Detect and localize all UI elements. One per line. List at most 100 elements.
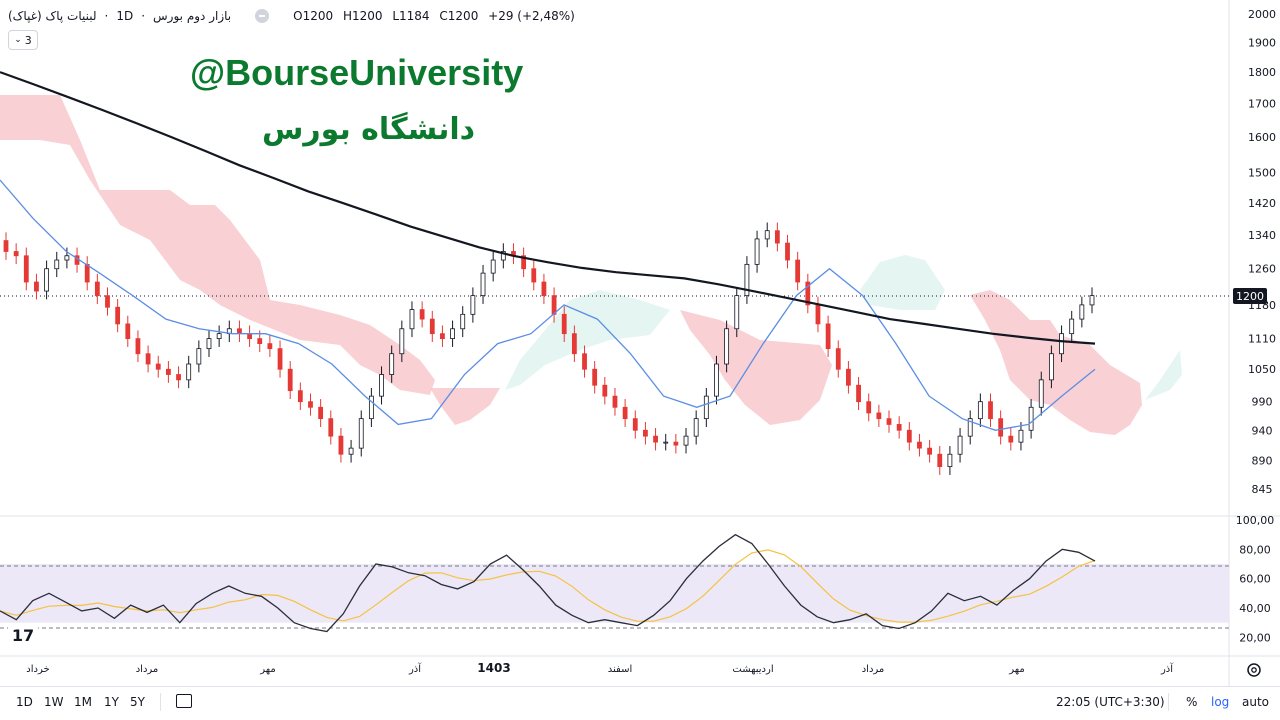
range-1y-button[interactable]: 1Y xyxy=(104,695,119,709)
candle-body[interactable] xyxy=(531,268,537,283)
candle-body[interactable] xyxy=(724,328,730,365)
rsi-ma-line[interactable] xyxy=(0,549,1096,623)
candle-body[interactable] xyxy=(165,368,171,375)
candle-body[interactable] xyxy=(145,353,151,365)
candle-body[interactable] xyxy=(876,412,882,420)
candle-body[interactable] xyxy=(348,447,354,455)
candle-body[interactable] xyxy=(592,368,598,386)
indicators-collapse-button[interactable]: ⌄ 3 xyxy=(8,30,38,50)
candle-body[interactable] xyxy=(267,343,273,350)
candle-body[interactable] xyxy=(673,441,679,446)
candle-body[interactable] xyxy=(1028,406,1034,431)
candle-body[interactable] xyxy=(450,328,455,340)
candle-body[interactable] xyxy=(176,374,181,381)
candle-body[interactable] xyxy=(297,390,303,403)
eye-icon[interactable] xyxy=(255,9,270,23)
candle-body[interactable] xyxy=(318,406,324,420)
log-toggle[interactable]: log xyxy=(1211,695,1230,709)
date-range-icon[interactable] xyxy=(176,694,192,708)
price-axis[interactable]: 2000190018001700160015001420134012601180… xyxy=(1248,8,1276,496)
auto-toggle[interactable]: auto xyxy=(1242,695,1270,709)
candle-body[interactable] xyxy=(1089,295,1095,306)
candle-body[interactable] xyxy=(866,401,872,414)
candle-body[interactable] xyxy=(105,295,110,308)
candle-body[interactable] xyxy=(44,268,49,292)
candle-body[interactable] xyxy=(206,338,212,350)
candle-body[interactable] xyxy=(632,418,638,431)
candle-body[interactable] xyxy=(1059,333,1064,355)
candle-body[interactable] xyxy=(379,374,384,397)
candle-body[interactable] xyxy=(34,281,39,292)
candle-body[interactable] xyxy=(967,418,973,437)
candle-body[interactable] xyxy=(115,306,121,325)
candle-body[interactable] xyxy=(571,333,577,355)
candle-body[interactable] xyxy=(64,255,70,261)
candle-body[interactable] xyxy=(754,238,760,265)
candle-body[interactable] xyxy=(947,453,953,468)
candle-body[interactable] xyxy=(1069,318,1075,335)
candle-body[interactable] xyxy=(1079,304,1085,320)
candle-body[interactable] xyxy=(287,368,293,392)
candle-body[interactable] xyxy=(612,395,618,408)
candle-body[interactable] xyxy=(906,429,912,443)
range-1m-button[interactable]: 1M xyxy=(74,695,92,709)
candles-series[interactable] xyxy=(3,222,1095,475)
candle-body[interactable] xyxy=(774,230,780,244)
candle-body[interactable] xyxy=(917,441,922,449)
rsi-line[interactable] xyxy=(0,533,1096,633)
range-1d-button[interactable]: 1D xyxy=(16,695,33,709)
candle-body[interactable] xyxy=(409,309,415,330)
candle-body[interactable] xyxy=(338,435,344,455)
candle-body[interactable] xyxy=(896,424,902,431)
candle-body[interactable] xyxy=(744,263,750,297)
candle-body[interactable] xyxy=(643,429,648,437)
candle-body[interactable] xyxy=(480,272,486,297)
candle-body[interactable] xyxy=(846,368,851,386)
candle-body[interactable] xyxy=(490,259,496,274)
candle-body[interactable] xyxy=(886,418,892,425)
candle-body[interactable] xyxy=(977,401,983,420)
candle-body[interactable] xyxy=(714,363,719,397)
candle-body[interactable] xyxy=(419,309,425,320)
candle-body[interactable] xyxy=(703,395,709,420)
candle-body[interactable] xyxy=(135,338,141,355)
candle-body[interactable] xyxy=(247,333,252,340)
candle-body[interactable] xyxy=(937,453,943,468)
symbol-name[interactable]: لبنیات پاک (غپاک) xyxy=(8,9,97,23)
candle-body[interactable] xyxy=(1038,379,1044,408)
candle-body[interactable] xyxy=(785,242,790,261)
candle-body[interactable] xyxy=(84,263,90,283)
candle-body[interactable] xyxy=(216,333,222,340)
candle-body[interactable] xyxy=(1049,353,1054,381)
moving-average-line[interactable] xyxy=(0,71,1096,345)
candle-body[interactable] xyxy=(521,255,527,270)
candle-body[interactable] xyxy=(927,447,933,455)
candle-body[interactable] xyxy=(1008,435,1014,443)
chart-canvas[interactable]: 2000190018001700160015001420134012601180… xyxy=(0,0,1280,686)
candle-body[interactable] xyxy=(440,333,445,340)
candle-body[interactable] xyxy=(389,353,395,375)
candle-body[interactable] xyxy=(764,230,770,240)
candle-body[interactable] xyxy=(1018,429,1024,443)
time-axis[interactable]: خرداد مرداد مهر آذر 1403 اسفند اردیبهشت مرداد مه… xyxy=(26,661,1174,675)
candle-body[interactable] xyxy=(460,313,466,330)
candle-body[interactable] xyxy=(500,251,506,261)
candle-body[interactable] xyxy=(368,395,374,420)
rsi-axis[interactable]: 100,00 80,00 60,00 40,00 20,00 xyxy=(1236,514,1275,644)
candle-body[interactable] xyxy=(13,251,19,257)
candle-body[interactable] xyxy=(815,304,821,325)
candle-body[interactable] xyxy=(835,348,841,370)
candle-body[interactable] xyxy=(94,281,100,297)
candle-body[interactable] xyxy=(277,348,283,370)
candle-body[interactable] xyxy=(602,384,608,397)
candle-body[interactable] xyxy=(186,363,192,381)
candle-body[interactable] xyxy=(653,435,658,443)
candle-body[interactable] xyxy=(683,435,689,446)
candle-body[interactable] xyxy=(561,313,567,335)
candle-body[interactable] xyxy=(551,295,557,315)
candle-body[interactable] xyxy=(856,384,861,403)
range-5y-button[interactable]: 5Y xyxy=(130,695,145,709)
gear-icon[interactable] xyxy=(1247,663,1261,677)
candle-body[interactable] xyxy=(54,259,60,270)
candle-body[interactable] xyxy=(328,418,334,437)
